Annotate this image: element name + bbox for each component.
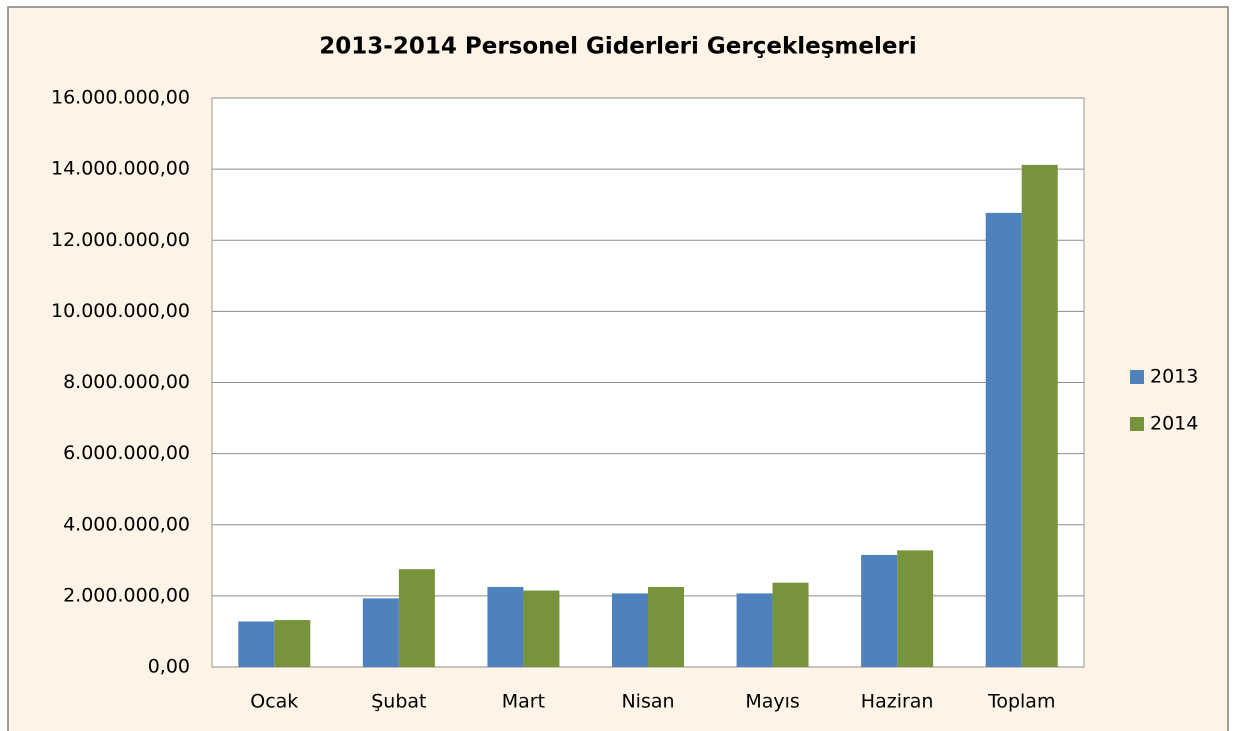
x-tick-label: Toplam — [987, 691, 1056, 713]
bar — [648, 586, 684, 667]
x-tick-label: Şubat — [371, 691, 426, 713]
bar — [772, 582, 809, 667]
y-tick-label: 0,00 — [148, 656, 190, 678]
bar — [861, 554, 898, 667]
bar — [736, 593, 773, 667]
y-tick-label: 4.000.000,00 — [63, 513, 190, 535]
bar — [897, 550, 934, 667]
legend-label: 2013 — [1150, 366, 1198, 388]
bar — [487, 586, 524, 667]
x-tick-label: Mayıs — [745, 691, 799, 713]
bar — [238, 621, 275, 667]
x-tick-label: Mart — [502, 691, 545, 713]
legend-label: 2014 — [1150, 413, 1198, 435]
y-tick-label: 8.000.000,00 — [63, 371, 190, 393]
y-tick-label: 6.000.000,00 — [63, 442, 190, 464]
y-tick-label: 2.000.000,00 — [63, 584, 190, 606]
bar — [612, 593, 648, 667]
legend-swatch — [1130, 370, 1144, 384]
legend-swatch — [1130, 417, 1144, 431]
y-tick-label: 16.000.000,00 — [51, 87, 190, 109]
y-tick-label: 14.000.000,00 — [51, 158, 190, 180]
bar — [398, 569, 435, 667]
chart-title: 2013-2014 Personel Giderleri Gerçekleşme… — [319, 34, 916, 60]
y-tick-label: 12.000.000,00 — [51, 229, 190, 251]
bar — [1021, 164, 1058, 668]
bar — [523, 590, 560, 667]
bar — [362, 598, 399, 667]
y-tick-label: 10.000.000,00 — [51, 300, 190, 322]
x-tick-label: Ocak — [250, 691, 298, 713]
bar — [985, 212, 1022, 667]
bar — [274, 620, 311, 667]
x-tick-label: Nisan — [621, 691, 674, 713]
x-tick-label: Haziran — [861, 691, 934, 713]
